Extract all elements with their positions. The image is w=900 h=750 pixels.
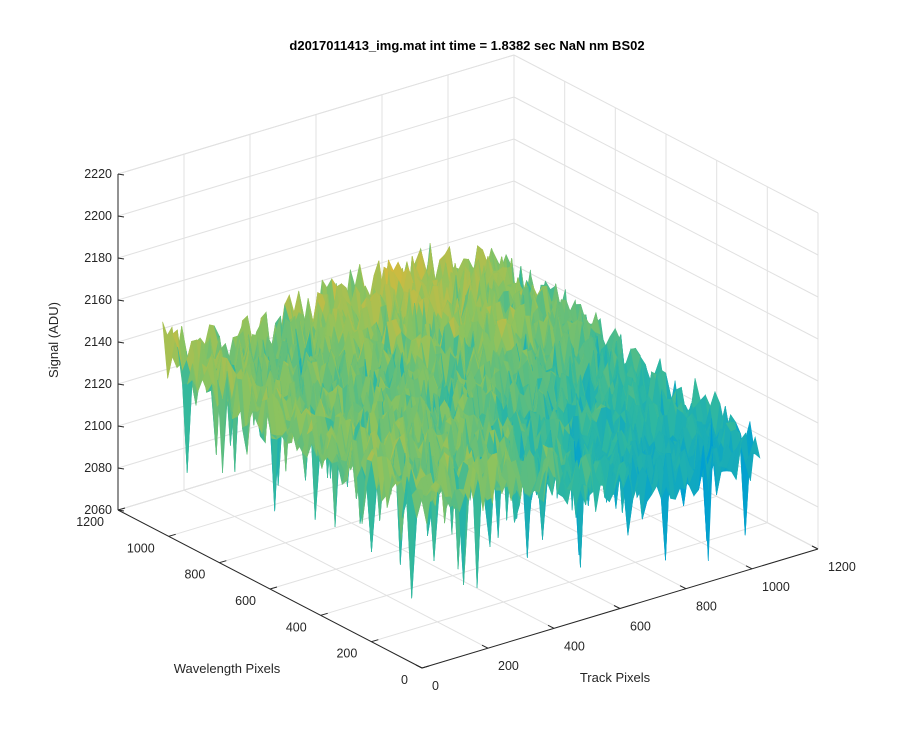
x-tick-label: 600 (630, 620, 651, 634)
backwall-grid-z (117, 138, 515, 259)
z-tick-label: 2120 (84, 377, 112, 391)
x-tick-mark (811, 545, 819, 550)
sidewall-grid-z (513, 138, 819, 298)
z-tick-mark (117, 299, 125, 302)
z-tick-mark (117, 257, 125, 260)
sidewall-grid-z (513, 54, 819, 214)
y-tick-mark (168, 533, 176, 537)
y-tick-mark (219, 560, 227, 564)
x-tick-label: 200 (498, 659, 519, 673)
x-tick-mark (745, 565, 753, 570)
x-tick-mark (415, 664, 423, 669)
z-tick-mark (117, 383, 125, 386)
y-tick-label: 1200 (76, 515, 104, 529)
y-tick-label: 1000 (127, 541, 155, 555)
z-tick-label: 2080 (84, 461, 112, 475)
z-tick-label: 2160 (84, 293, 112, 307)
y-tick-label: 0 (401, 673, 408, 687)
x-tick-mark (547, 624, 555, 629)
backwall-grid-z (117, 222, 515, 343)
y-tick-mark (371, 639, 379, 643)
sidewall-grid-z (513, 222, 819, 382)
backwall-grid-z (117, 54, 515, 175)
z-tick-label: 2140 (84, 335, 112, 349)
sidewall-grid-z (513, 180, 819, 340)
y-tick-mark (320, 612, 328, 616)
x-tick-label: 0 (432, 679, 439, 693)
x-axis-label: Track Pixels (580, 670, 651, 685)
surface (162, 242, 761, 599)
y-tick-label: 400 (286, 620, 307, 634)
y-tick-label: 600 (235, 594, 256, 608)
tick-marks: 2060 2080 2100 2120 2140 2160 2180 2200 2220 0 200… (76, 167, 856, 693)
floor-grid-y (371, 522, 768, 643)
z-tick-mark (117, 173, 125, 176)
sidewall-grid-z (513, 96, 819, 256)
backwall-grid-z (117, 96, 515, 217)
z-tick-mark (117, 215, 125, 218)
surface-patch (749, 436, 761, 459)
y-tick-mark (421, 665, 430, 669)
x-tick-label: 400 (564, 639, 585, 653)
x-tick-mark (679, 585, 687, 590)
z-tick-mark (117, 341, 125, 344)
z-tick-label: 2200 (84, 209, 112, 223)
backwall-grid-z (117, 180, 515, 301)
y-tick-mark (269, 586, 278, 590)
y-tick-label: 200 (336, 647, 357, 661)
floor-grid-y (269, 469, 667, 590)
z-tick-label: 2180 (84, 251, 112, 265)
x-tick-mark (481, 644, 489, 649)
floor-grid-y (320, 495, 717, 616)
x-tick-label: 800 (696, 600, 717, 614)
y-axis-label: Wavelength Pixels (174, 661, 281, 676)
chart-title: d2017011413_img.mat int time = 1.8382 se… (289, 38, 644, 53)
z-tick-mark (117, 425, 125, 428)
y-tick-mark (117, 507, 126, 511)
z-tick-label: 2100 (84, 419, 112, 433)
x-tick-mark (613, 605, 621, 609)
x-tick-label: 1000 (762, 580, 790, 594)
y-tick-label: 800 (184, 568, 205, 582)
z-tick-label: 2060 (84, 503, 112, 517)
z-tick-label: 2220 (84, 167, 112, 181)
z-axis-label: Signal (ADU) (46, 302, 61, 378)
x-tick-label: 1200 (828, 560, 856, 574)
z-tick-mark (117, 467, 125, 470)
